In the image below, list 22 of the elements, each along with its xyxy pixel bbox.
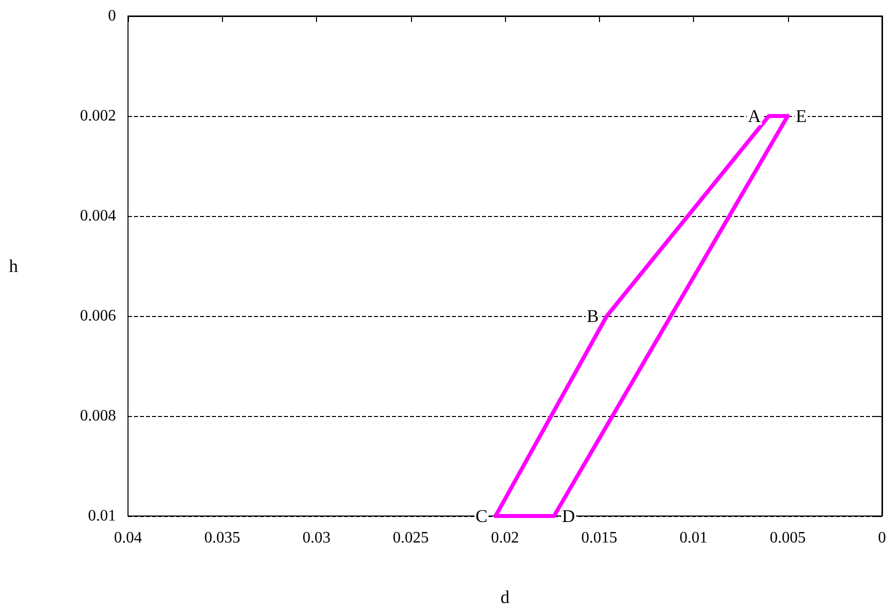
- y-tick-label: 0.008: [80, 408, 116, 424]
- x-tick-label: 0.025: [392, 530, 429, 546]
- annotation: A: [748, 106, 761, 126]
- x-axis-title: d: [500, 587, 510, 607]
- y-tick-label: 0: [108, 8, 116, 24]
- x-tick-label: 0.02: [491, 530, 519, 546]
- x-tick-label: 0.03: [302, 530, 330, 546]
- x-tick-label: 0: [878, 530, 886, 546]
- x-tick-label: 0.035: [204, 530, 240, 546]
- x-tick-label: 0.005: [770, 530, 806, 546]
- annotation: D: [562, 506, 576, 526]
- annotation: C: [476, 506, 488, 526]
- x-tick-label: 0.015: [581, 530, 618, 546]
- x-tick-label: 0.01: [680, 530, 708, 546]
- annotation: E: [796, 106, 807, 126]
- annotation: B: [586, 306, 599, 326]
- y-tick-label: 0.002: [80, 108, 116, 124]
- y-tick-label: 0.006: [80, 308, 116, 324]
- y-axis-title: h: [9, 256, 18, 276]
- y-tick-label: 0.004: [80, 208, 116, 224]
- x-tick-label: 0.04: [114, 530, 142, 546]
- y-tick-label: 0.01: [88, 508, 116, 524]
